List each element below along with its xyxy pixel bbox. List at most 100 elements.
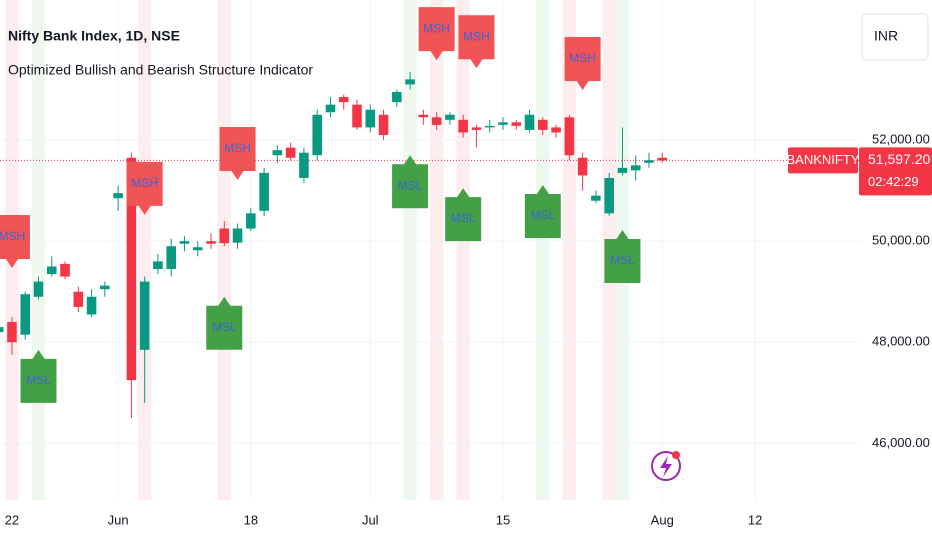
candle-body — [392, 92, 402, 103]
x-tick-label: Aug — [651, 512, 674, 527]
label-text: MSL — [610, 253, 635, 267]
chart-subtitle: Optimized Bullish and Bearish Structure … — [8, 62, 313, 78]
y-tick-label: 48,000.00 — [872, 334, 930, 349]
candle-body — [458, 119, 468, 133]
candle-body — [179, 241, 190, 244]
candle-body — [139, 281, 150, 350]
label-box — [458, 15, 495, 69]
candle-body — [617, 167, 628, 173]
candle-body — [604, 177, 614, 214]
label-box — [418, 7, 455, 61]
candle-body — [20, 294, 30, 335]
grid-layer — [0, 0, 860, 500]
structure-label: MSL — [20, 349, 57, 403]
y-tick-label: 50,000.00 — [872, 233, 930, 248]
candle-body — [551, 127, 561, 133]
candle-body — [484, 125, 495, 128]
axis-layer: 46,000.00 48,000.00 50,000.00 52,000.00 22 Ju… — [5, 131, 932, 527]
y-tick-label: 52,000.00 — [872, 131, 930, 146]
label-box — [564, 36, 601, 90]
candle-body — [73, 291, 84, 307]
icon-bolt — [660, 456, 672, 477]
label-box — [524, 185, 561, 239]
x-tick-label: 22 — [5, 512, 19, 527]
label-box — [206, 296, 243, 350]
candle-body — [60, 263, 70, 277]
structure-label: MSH — [418, 7, 455, 61]
x-tick-label: 12 — [748, 512, 762, 527]
candle-body — [100, 285, 110, 290]
x-tick-label: 18 — [244, 512, 258, 527]
candle-body — [299, 152, 309, 178]
candle-body — [153, 261, 163, 269]
structure-label: MSL — [206, 296, 243, 350]
candle-body — [232, 228, 243, 243]
lightning-icon[interactable] — [651, 451, 681, 481]
candle-body — [365, 109, 376, 128]
highlight-band — [138, 0, 152, 500]
candle-body — [378, 114, 389, 135]
structure-label: MSL — [445, 188, 482, 242]
candle-body — [192, 247, 203, 251]
highlight-band — [536, 0, 550, 500]
candle-body — [405, 79, 415, 85]
candle-body — [113, 193, 123, 199]
candle-body — [511, 122, 522, 126]
candle-body — [538, 119, 548, 130]
candle-body — [46, 266, 57, 275]
label-text: MSH — [423, 21, 450, 35]
currency-label[interactable]: INR — [874, 28, 898, 44]
candle-body — [524, 114, 535, 130]
chart-title: Nifty Bank Index, 1D, NSE — [8, 28, 180, 44]
label-text: MSL — [398, 178, 423, 192]
structure-label: MSH — [458, 15, 495, 69]
x-tick-label: Jul — [362, 512, 379, 527]
candle-body — [33, 281, 44, 297]
highlight-band — [430, 0, 444, 500]
label-box — [219, 126, 256, 180]
candle-body — [644, 160, 654, 163]
structure-label: MSH — [564, 36, 601, 90]
x-tick-label: 15 — [496, 512, 510, 527]
icon-ring — [651, 451, 681, 481]
candle-body — [657, 157, 668, 161]
y-tick-label: 46,000.00 — [872, 435, 930, 450]
candle-body — [630, 165, 641, 171]
candle-body — [86, 296, 97, 315]
candle-body — [312, 114, 322, 156]
label-text: MSH — [224, 141, 251, 155]
candle-body — [206, 241, 216, 244]
candle-body — [0, 327, 4, 333]
symbol-tag-text: BANKNIFTY — [787, 152, 860, 167]
highlight-band — [403, 0, 417, 500]
label-text: MSH — [463, 29, 490, 43]
structure-label: MSL — [392, 155, 429, 209]
label-box — [445, 188, 482, 242]
structure-label: MSH — [219, 126, 256, 180]
candle-body — [498, 122, 508, 125]
countdown-text: 02:42:29 — [868, 174, 919, 189]
candle-body — [126, 157, 137, 381]
price-tag-text: 51,597.20 — [868, 151, 930, 167]
candle-body — [471, 127, 482, 130]
icon-dot — [672, 451, 680, 459]
candle-body — [418, 114, 429, 118]
candle-body — [7, 322, 17, 343]
highlight-band — [456, 0, 470, 500]
candle-body — [325, 104, 336, 113]
structure-label: MSH — [126, 161, 163, 215]
label-text: MSH — [0, 229, 25, 243]
currency-box[interactable] — [861, 13, 929, 61]
candle-body — [564, 117, 575, 156]
label-box — [392, 155, 429, 209]
label-text: MSL — [530, 208, 555, 222]
label-text: MSH — [131, 176, 158, 190]
candle-body — [219, 228, 230, 244]
label-text: MSL — [26, 373, 51, 387]
candle-body — [577, 157, 588, 176]
candle-body — [352, 104, 362, 128]
label-box — [126, 161, 163, 215]
structure-label: MSL — [604, 230, 641, 284]
price-tag — [859, 147, 932, 196]
symbol-tag — [788, 147, 858, 174]
